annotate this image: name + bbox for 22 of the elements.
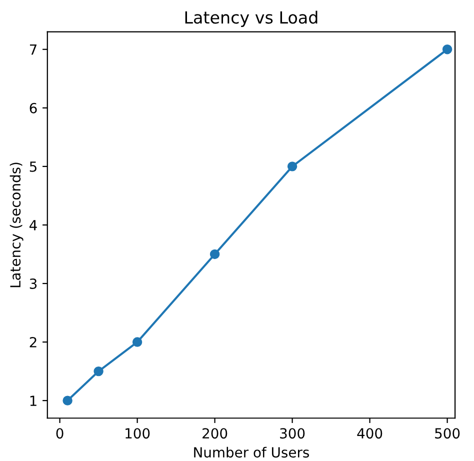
y-tick-label: 5 xyxy=(30,162,36,172)
point xyxy=(287,162,298,172)
x-tick-label: 100 xyxy=(126,428,150,439)
x-tick-label: 400 xyxy=(357,428,382,439)
x-axis-title: Number of Users xyxy=(194,446,309,458)
x-tick-label: 300 xyxy=(280,428,305,439)
point xyxy=(210,249,220,260)
y-tick-label: 2 xyxy=(30,337,36,348)
point xyxy=(94,366,104,376)
y-axis-title: Latency (seconds) xyxy=(10,162,24,288)
chart-title: Latency vs Load xyxy=(185,10,318,27)
x-tick-label: 500 xyxy=(435,428,460,439)
y-tick-label: 1 xyxy=(30,396,36,406)
x-tick-label: 0 xyxy=(56,428,64,439)
point xyxy=(442,44,452,54)
point xyxy=(62,396,72,406)
y-tick-label: 4 xyxy=(30,220,37,230)
y-tick-label: 3 xyxy=(30,278,37,289)
point xyxy=(132,337,142,347)
x-tick-label: 200 xyxy=(202,428,228,439)
y-tick-label: 6 xyxy=(30,102,37,114)
y-tick-label: 7 xyxy=(30,44,36,55)
